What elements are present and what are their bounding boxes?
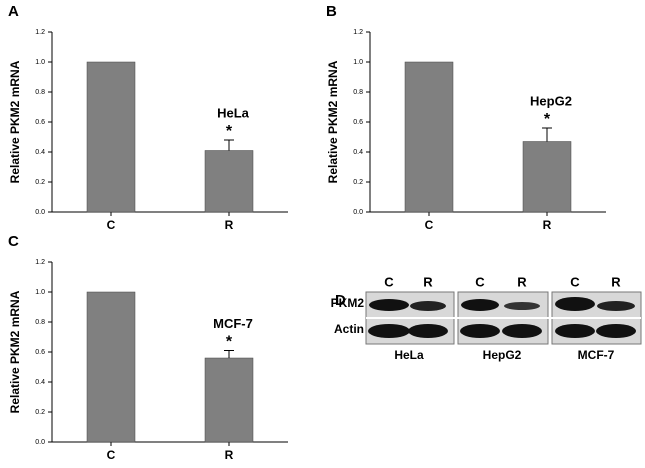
y-tick-label: 0.4 [35, 149, 45, 156]
y-tick-label: 0.0 [35, 439, 45, 446]
cell-line-label: HeLa [394, 348, 424, 362]
annotation: HepG2 [530, 93, 572, 108]
lane-label: C [475, 274, 485, 289]
lane-label: R [611, 274, 621, 289]
lane-label: C [570, 274, 580, 289]
bar [86, 61, 136, 213]
significance-marker: * [544, 111, 551, 128]
y-tick-label: 0.2 [35, 409, 45, 416]
y-tick-label: 0.0 [353, 209, 363, 216]
y-tick-label: 0.0 [35, 209, 45, 216]
panel-label: D [335, 292, 346, 309]
annotation: HeLa [217, 105, 250, 120]
significance-marker: * [226, 123, 233, 140]
y-tick-label: 0.4 [353, 149, 363, 156]
bar [204, 150, 254, 213]
y-tick-label: 1.2 [35, 259, 45, 266]
x-tick-label: R [543, 218, 552, 232]
row-label: PKM2 [331, 296, 365, 310]
x-tick-label: C [425, 218, 434, 232]
lane-label: R [517, 274, 527, 289]
y-tick-label: 0.6 [35, 349, 45, 356]
y-axis-label: Relative PKM2 mRNA [8, 290, 22, 413]
y-tick-label: 0.8 [35, 89, 45, 96]
x-tick-label: R [225, 218, 234, 232]
error-bar [542, 127, 552, 142]
lane-label: R [423, 274, 433, 289]
significance-marker: * [226, 334, 233, 351]
y-tick-label: 1.0 [353, 59, 363, 66]
annotation: MCF-7 [213, 316, 253, 331]
y-tick-label: 0.8 [353, 89, 363, 96]
y-tick-label: 0.2 [353, 179, 363, 186]
cell-line-label: HepG2 [483, 348, 522, 362]
y-tick-label: 1.0 [35, 289, 45, 296]
y-tick-label: 1.2 [35, 29, 45, 36]
bar [522, 141, 572, 213]
cell-line-label: MCF-7 [578, 348, 615, 362]
lane-label: C [384, 274, 394, 289]
row-label: Actin [334, 322, 364, 336]
x-tick-label: C [107, 448, 116, 462]
y-tick-label: 0.4 [35, 379, 45, 386]
x-tick-label: R [225, 448, 234, 462]
blot-images [365, 291, 642, 345]
y-tick-label: 0.2 [35, 179, 45, 186]
y-tick-label: 0.6 [35, 119, 45, 126]
bar [204, 357, 254, 443]
panel-label: C [8, 233, 19, 250]
y-axis-label: Relative PKM2 mRNA [8, 60, 22, 183]
y-axis-label: Relative PKM2 mRNA [326, 60, 340, 183]
panel-label: A [8, 3, 19, 20]
y-tick-label: 1.2 [353, 29, 363, 36]
error-bar [224, 350, 234, 358]
error-bar [224, 139, 234, 151]
x-tick-label: C [107, 218, 116, 232]
panel-label: B [326, 3, 337, 20]
y-tick-label: 1.0 [35, 59, 45, 66]
bar [86, 291, 136, 443]
y-tick-label: 0.8 [35, 319, 45, 326]
bar [404, 61, 454, 213]
y-tick-label: 0.6 [353, 119, 363, 126]
